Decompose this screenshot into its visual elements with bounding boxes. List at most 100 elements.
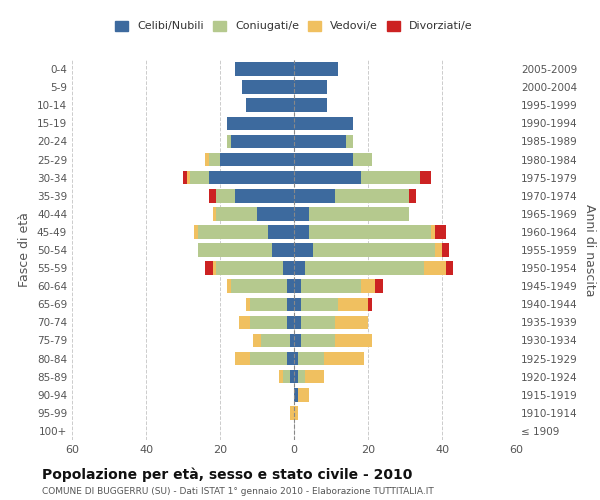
Bar xyxy=(294,280,301,293)
Bar xyxy=(283,370,290,384)
Bar xyxy=(246,298,250,311)
Bar xyxy=(272,243,294,257)
Bar xyxy=(361,171,420,184)
Bar xyxy=(298,352,323,366)
Bar xyxy=(287,280,294,293)
Bar xyxy=(313,243,434,257)
Bar xyxy=(294,189,335,202)
Bar xyxy=(294,98,328,112)
Bar xyxy=(298,388,309,402)
Bar xyxy=(361,280,376,293)
Bar xyxy=(287,352,294,366)
Bar xyxy=(287,316,294,329)
Bar xyxy=(323,352,364,366)
Bar xyxy=(301,298,338,311)
Y-axis label: Anni di nascita: Anni di nascita xyxy=(583,204,596,296)
Bar xyxy=(290,334,294,347)
Bar xyxy=(231,134,294,148)
Bar xyxy=(239,316,250,329)
Bar xyxy=(227,116,294,130)
Text: Popolazione per età, sesso e stato civile - 2010: Popolazione per età, sesso e stato civil… xyxy=(42,468,412,482)
Bar xyxy=(231,280,287,293)
Bar xyxy=(335,189,409,202)
Bar xyxy=(294,80,328,94)
Bar xyxy=(305,370,323,384)
Bar xyxy=(279,370,283,384)
Bar xyxy=(294,352,298,366)
Bar xyxy=(283,262,294,275)
Bar xyxy=(446,262,453,275)
Bar xyxy=(227,134,231,148)
Bar xyxy=(250,352,287,366)
Bar xyxy=(294,62,338,76)
Bar xyxy=(212,262,217,275)
Bar xyxy=(420,171,431,184)
Bar xyxy=(294,262,305,275)
Legend: Celibi/Nubili, Coniugati/e, Vedovi/e, Divorziati/e: Celibi/Nubili, Coniugati/e, Vedovi/e, Di… xyxy=(111,16,477,36)
Bar xyxy=(294,406,298,419)
Bar xyxy=(209,189,217,202)
Bar xyxy=(217,207,257,220)
Bar xyxy=(253,334,260,347)
Bar xyxy=(198,225,268,238)
Bar xyxy=(294,388,298,402)
Bar xyxy=(434,225,446,238)
Bar xyxy=(212,207,217,220)
Bar xyxy=(290,370,294,384)
Bar xyxy=(294,207,309,220)
Bar xyxy=(294,152,353,166)
Bar xyxy=(346,134,353,148)
Bar xyxy=(209,152,220,166)
Bar xyxy=(294,370,298,384)
Bar xyxy=(198,243,272,257)
Bar xyxy=(294,134,346,148)
Bar xyxy=(260,334,290,347)
Bar xyxy=(301,334,335,347)
Bar xyxy=(434,243,442,257)
Bar xyxy=(305,262,424,275)
Bar xyxy=(376,280,383,293)
Bar xyxy=(235,62,294,76)
Bar xyxy=(368,298,372,311)
Bar xyxy=(205,152,209,166)
Bar xyxy=(250,298,287,311)
Bar xyxy=(235,189,294,202)
Bar xyxy=(353,152,372,166)
Bar xyxy=(294,171,361,184)
Bar xyxy=(250,316,287,329)
Bar xyxy=(294,225,309,238)
Bar xyxy=(294,116,353,130)
Bar xyxy=(257,207,294,220)
Bar xyxy=(442,243,449,257)
Bar xyxy=(220,152,294,166)
Bar xyxy=(187,171,190,184)
Bar xyxy=(209,171,294,184)
Bar xyxy=(294,243,313,257)
Bar xyxy=(287,298,294,311)
Bar xyxy=(309,225,431,238)
Bar xyxy=(335,316,368,329)
Bar xyxy=(194,225,198,238)
Bar xyxy=(298,370,305,384)
Bar xyxy=(246,98,294,112)
Bar xyxy=(431,225,434,238)
Bar xyxy=(216,262,283,275)
Bar xyxy=(294,316,301,329)
Bar xyxy=(217,189,235,202)
Bar xyxy=(190,171,209,184)
Text: COMUNE DI BUGGERRU (SU) - Dati ISTAT 1° gennaio 2010 - Elaborazione TUTTITALIA.I: COMUNE DI BUGGERRU (SU) - Dati ISTAT 1° … xyxy=(42,488,434,496)
Bar xyxy=(309,207,409,220)
Bar xyxy=(268,225,294,238)
Bar xyxy=(301,316,335,329)
Bar xyxy=(338,298,368,311)
Bar xyxy=(294,334,301,347)
Bar xyxy=(183,171,187,184)
Bar xyxy=(235,352,250,366)
Bar xyxy=(242,80,294,94)
Bar xyxy=(335,334,372,347)
Bar xyxy=(409,189,416,202)
Bar xyxy=(205,262,212,275)
Bar xyxy=(227,280,231,293)
Bar xyxy=(301,280,361,293)
Bar xyxy=(424,262,446,275)
